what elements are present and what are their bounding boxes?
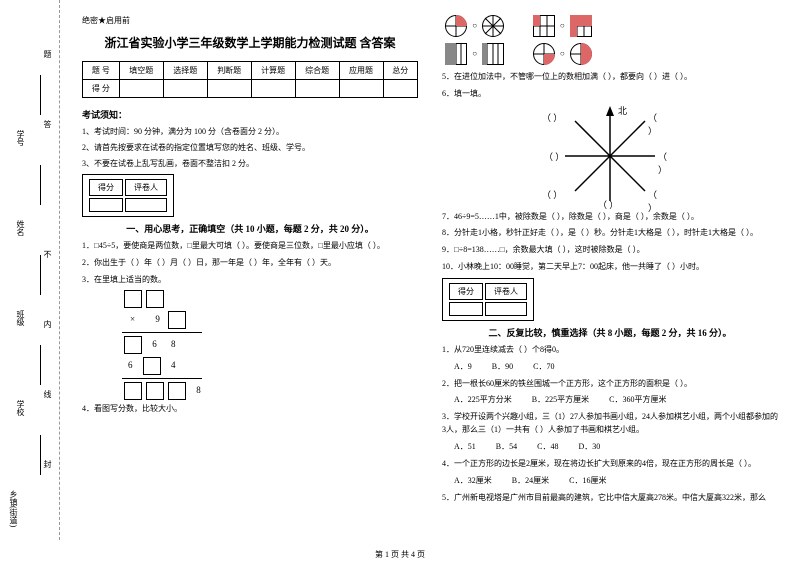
- binding-mark: 答: [42, 120, 53, 128]
- q1-1: 1．□45÷5，要使商是两位数，□里最大可填（ ）。要使商是三位数，□里最小应填…: [82, 240, 418, 253]
- q1-5: 5．在进位加法中，不管哪一位上的数相加满（ ），都要向（ ）进（ ）。: [442, 71, 778, 84]
- notice-item: 3、不要在试卷上乱写乱画，卷面不整洁扣 2 分。: [82, 158, 418, 170]
- q1-6: 6．填一填。: [442, 88, 778, 101]
- q1-3: 3．在里填上适当的数。: [82, 274, 418, 287]
- left-column: 绝密★启用前 浙江省实验小学三年级数学上学期能力检测试题 含答案 题 号 填空题…: [70, 15, 430, 525]
- q2-1-options: A．9B．90C．70: [454, 361, 778, 372]
- q1-9: 9．□÷8=138……□，余数最大填（ ），这时被除数是（ ）。: [442, 244, 778, 257]
- section1-title: 一、用心思考，正确填空（共 10 小题，每题 2 分，共 20 分）。: [82, 222, 418, 235]
- compass-diagram: 北 （ ） （ ） （ ） （ ） （ ） （ ） （ ）: [560, 106, 660, 206]
- binding-mark: 内: [42, 320, 53, 328]
- q1-8: 8．分针走1小格，秒针正好走（ ），是（ ）秒。分针走1大格是（ ），时针走1大…: [442, 227, 778, 240]
- binding-field-township: 乡镇(街道): [8, 490, 19, 527]
- binding-field-class: 班级: [15, 310, 26, 326]
- section2-title: 二、反复比较，慎重选择（共 8 小题，每题 2 分，共 16 分）。: [442, 326, 778, 339]
- score-table: 题 号 填空题 选择题 判断题 计算题 综合题 应用题 总分 得 分: [82, 61, 418, 98]
- binding-field-school: 学校: [15, 400, 26, 416]
- th: 题 号: [83, 62, 120, 80]
- th: 填空题: [119, 62, 163, 80]
- notice-item: 2、请首先按要求在试卷的指定位置填写您的姓名、班级、学号。: [82, 142, 418, 154]
- th: 选择题: [163, 62, 207, 80]
- q2-4: 4．一个正方形的边长是2厘米，现在将边长扩大到原来的4倍，现在正方形的周长是（ …: [442, 458, 778, 471]
- binding-mark: 不: [42, 250, 53, 258]
- q1-2: 2．你出生于（ ）年（ ）月（ ）日，那一年是（ ）年，全年有（ ）天。: [82, 257, 418, 270]
- th: 总分: [383, 62, 417, 80]
- q1-4: 4．看图写分数，比较大小。: [82, 403, 418, 416]
- fraction-diagrams: ○ ○: [442, 15, 778, 37]
- binding-mark: 题: [42, 50, 53, 58]
- binding-field-name: 姓名: [15, 220, 26, 236]
- th: 计算题: [251, 62, 295, 80]
- notice-item: 1、考试时间：90 分钟，满分为 100 分（含卷面分 2 分）。: [82, 126, 418, 138]
- th: 判断题: [207, 62, 251, 80]
- secret-label: 绝密★启用前: [82, 15, 418, 26]
- q2-3: 3．学校开设两个兴趣小组，三（1）27人参加书画小组，24人参加棋艺小组，两个小…: [442, 411, 778, 437]
- q2-4-options: A．32厘米B．24厘米C．16厘米: [454, 475, 778, 486]
- q2-5: 5．广州新电视塔是广州市目前最高的建筑，它比中信大厦高278米。中信大厦高322…: [442, 492, 778, 505]
- content-area: 绝密★启用前 浙江省实验小学三年级数学上学期能力检测试题 含答案 题 号 填空题…: [60, 0, 800, 540]
- score-label: 得 分: [83, 80, 120, 98]
- section-score-box: 得分评卷人: [82, 174, 174, 217]
- th: 综合题: [295, 62, 339, 80]
- q1-7: 7．46÷9=5……1中，被除数是（ ），除数是（ ），商是（ ），余数是（ ）…: [442, 211, 778, 224]
- binding-mark: 封: [42, 460, 53, 468]
- north-label: 北: [618, 104, 627, 117]
- q2-3-options: A．51B．54C．48D．30: [454, 441, 778, 452]
- math-problem: [122, 290, 418, 308]
- notice-title: 考试须知：: [82, 108, 418, 121]
- section2-score-box: 得分评卷人: [442, 278, 534, 321]
- right-column: ○ ○ ○ ○ 5．在进位加法中，不管哪一位上的数相加满（ ），都要向（ ）进（…: [430, 15, 790, 525]
- exam-title: 浙江省实验小学三年级数学上学期能力检测试题 含答案: [82, 34, 418, 51]
- binding-margin: 乡镇(街道) 学校 班级 姓名 学号 封 线 内 不 答 题: [0, 0, 60, 540]
- q2-2-options: A．225平方分米B．225平方厘米C．360平方厘米: [454, 394, 778, 405]
- q2-2: 2．把一根长60厘米的铁丝围城一个正方形，这个正方形的面积是（ ）。: [442, 378, 778, 391]
- binding-field-id: 学号: [15, 130, 26, 146]
- th: 应用题: [339, 62, 383, 80]
- page-footer: 第 1 页 共 4 页: [0, 549, 800, 560]
- q2-1: 1．从720里连续减去（ ）个8得0。: [442, 344, 778, 357]
- q1-10: 10．小林晚上10：00睡觉，第二天早上7：00起床，他一共睡了（ ）小时。: [442, 261, 778, 274]
- binding-mark: 线: [42, 390, 53, 398]
